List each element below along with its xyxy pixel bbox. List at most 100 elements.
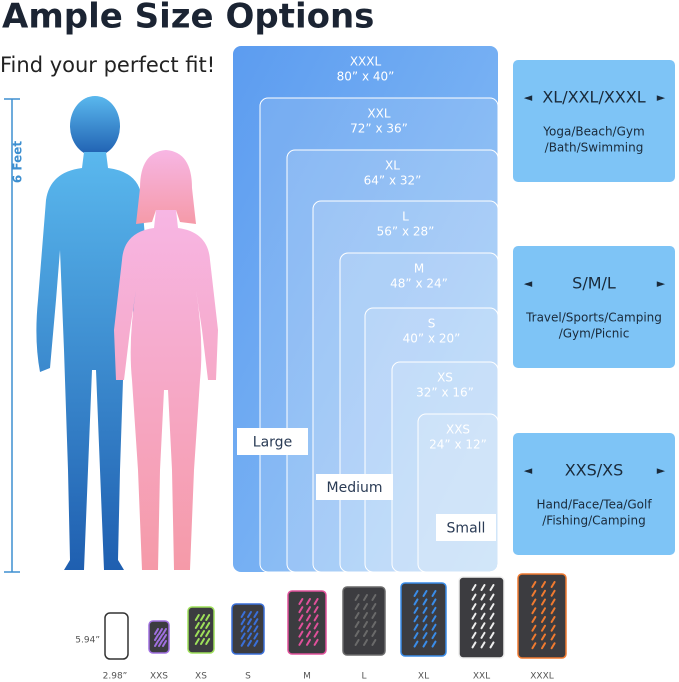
pouch-stripe [247, 625, 252, 633]
pouch-stripe [431, 598, 437, 606]
pouch-stripe [480, 641, 486, 649]
pouch-stripe [531, 642, 537, 650]
pouch-stripe [422, 615, 428, 623]
pouch-stripe [471, 631, 477, 639]
size-name: XS [437, 371, 453, 385]
arrow-right: ► [657, 277, 666, 290]
woman-silhouette [114, 150, 218, 570]
pouch-stripe [413, 615, 419, 623]
pouch-stripe [541, 633, 546, 641]
pouch-stripe [354, 594, 360, 601]
size-dims: 48” x 24” [390, 277, 448, 291]
panel-use: /Bath/Swimming [545, 141, 644, 155]
pouch-stripe [298, 630, 304, 638]
pouch-stripe [531, 598, 537, 606]
pouch-stripe [354, 603, 360, 610]
size-name: XXXL [350, 55, 382, 69]
pouch-stripe [541, 616, 546, 623]
pouch-stripe [298, 622, 304, 630]
height-ruler [4, 98, 20, 573]
pouch-stripe [541, 589, 546, 597]
pouch-stripe [531, 589, 537, 597]
group-box [436, 514, 496, 541]
pouch-stripe [200, 614, 205, 621]
group-label: Small [447, 521, 486, 537]
pouch-stripe [541, 598, 546, 606]
pouch-stripe [306, 598, 311, 605]
pouch-stripe [205, 614, 211, 621]
pouch-stripe [489, 593, 495, 601]
pouch-stripe [354, 630, 360, 637]
pouch-stripe [531, 607, 537, 615]
group-label: Large [253, 435, 292, 451]
pouch-stripe [422, 590, 428, 597]
pouch-stripe [371, 603, 377, 610]
pouch-stripe [253, 618, 259, 626]
pouch-stripe [363, 594, 368, 601]
panel-use: /Gym/Picnic [559, 327, 630, 341]
size-name: XL [385, 159, 400, 173]
pouch-stripe [298, 598, 304, 605]
pouch-stripe [431, 615, 437, 623]
pouch-stripe [306, 638, 311, 646]
pouch-stripe [154, 640, 159, 647]
pouch-stripe [247, 611, 252, 618]
pouch-stripe [313, 638, 319, 646]
pouch-stripe [253, 611, 259, 618]
pouch-stripe [531, 616, 537, 623]
pouch-stripe [200, 638, 205, 645]
size-dims: 72” x 36” [350, 122, 408, 136]
pouch-stripe [158, 628, 163, 635]
man-silhouette [36, 96, 151, 570]
phone-height: 5.94” [75, 636, 100, 646]
pouch-size: M [303, 672, 311, 682]
pouch-stripe [363, 630, 368, 637]
pouch-stripe [205, 622, 211, 629]
pouch-stripe [371, 639, 377, 646]
pouch-stripe [471, 641, 477, 649]
pouch-stripe [162, 640, 167, 647]
height-label: 6 Feet [11, 141, 25, 184]
pouch-stripe [194, 630, 200, 637]
pouch-stripe [471, 612, 477, 620]
pouch-stripe [200, 630, 205, 637]
pouch [187, 606, 215, 654]
pouch-stripe [158, 640, 163, 647]
pouch-stripe [550, 581, 556, 588]
pouch-stripe [158, 634, 163, 641]
use-panel [513, 433, 675, 555]
pouch-stripe [413, 632, 419, 640]
size-name: S [428, 317, 436, 331]
pouch-stripe [480, 612, 486, 620]
size-dims: 40” x 20” [403, 332, 461, 346]
pouch-stripe [541, 642, 546, 650]
pouch-stripe [489, 641, 495, 649]
panel-use: Yoga/Beach/Gym [542, 125, 644, 139]
pouch-stripe [422, 606, 428, 614]
pouch-stripe [413, 590, 419, 597]
pouch-stripe [550, 589, 556, 597]
pouch-stripe [541, 581, 546, 588]
pouch-stripe [306, 630, 311, 638]
pouch-stripe [194, 622, 200, 629]
pouch-stripe [431, 623, 437, 631]
pouch-size: XXXL [530, 672, 554, 682]
pouch-stripe [306, 614, 311, 622]
pouch-stripe [422, 640, 428, 648]
pouch-stripe [363, 621, 368, 628]
pouch-stripe [313, 598, 319, 605]
pouch-stripe [240, 639, 246, 647]
pouch-stripe [480, 622, 486, 630]
pouch-stripe [531, 624, 537, 632]
pouch-stripe [240, 618, 246, 626]
pouch-stripe [194, 614, 200, 621]
pouch-stripe [489, 622, 495, 630]
pouch-stripe [550, 624, 556, 632]
pouch-stripe [162, 634, 167, 641]
pouch-stripe [550, 642, 556, 650]
pouch-stripe [240, 625, 246, 633]
pouch-stripe [354, 621, 360, 628]
pouch-stripe [550, 598, 556, 606]
pouch-stripe [371, 594, 377, 601]
pouch-stripe [531, 633, 537, 641]
